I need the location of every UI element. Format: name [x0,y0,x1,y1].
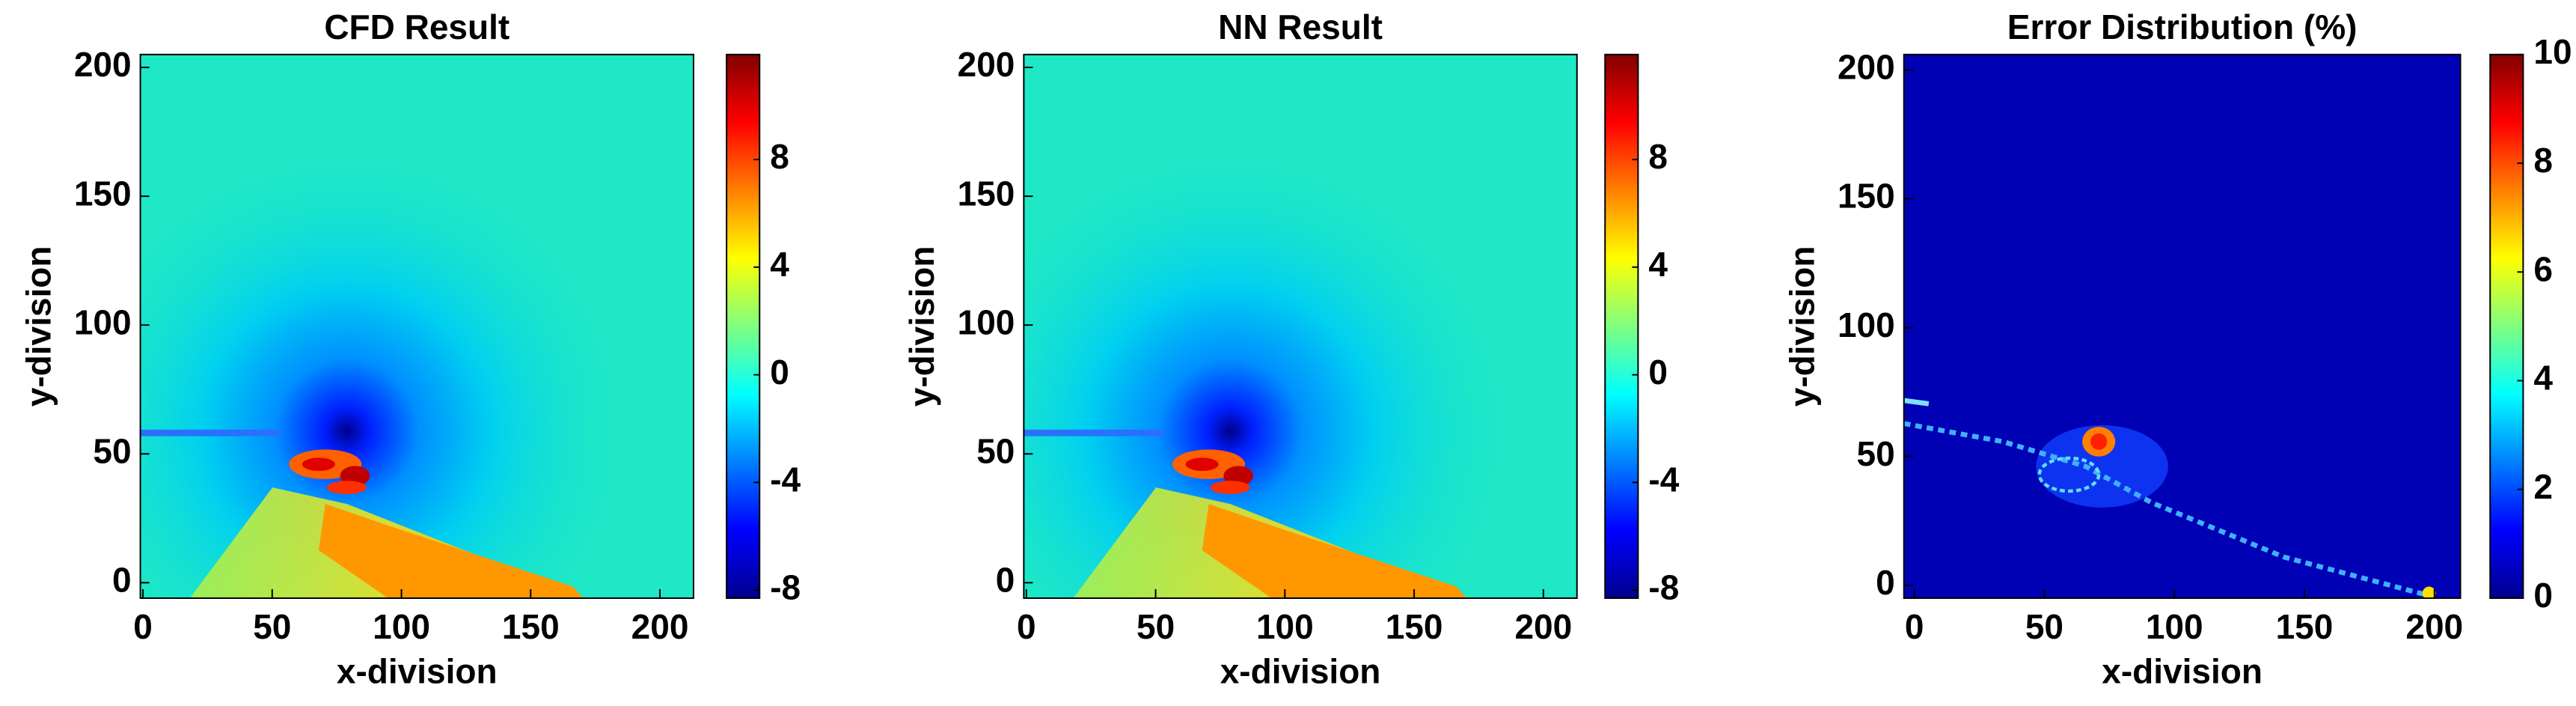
colorbar-tick-label: 0 [1648,353,1668,392]
x-tick-label: 0 [133,607,153,646]
x-tick-label: 200 [2405,607,2463,646]
y-tick-label: 200 [1838,48,1895,87]
colorbar-tick-label: 0 [770,353,789,392]
y-tick-label: 100 [74,302,132,341]
colorbar-tick-label: 10 [2533,32,2572,71]
colorbar-tick-label: -8 [1648,567,1679,606]
colorbar-tick-label: 8 [2533,141,2553,180]
colorbar-tick-label: -8 [770,567,801,606]
y-tick-label: 100 [958,302,1015,341]
x-tick-label: 150 [2276,607,2334,646]
field-image [1024,54,1577,598]
x-tick-label: 200 [1514,607,1572,646]
plot-frame [1023,53,1578,599]
colorbar-tick-label: 8 [1648,137,1668,176]
plot-frame [139,53,694,599]
x-tick-label: 150 [502,607,560,646]
colorbar-tick-label: 8 [770,137,789,176]
y-axis-label: y-division [1782,246,1821,407]
heatmap-field [140,54,694,598]
y-tick-label: 150 [958,174,1015,213]
y-tick-label: 200 [958,45,1015,84]
colorbar-tick-label: 6 [2533,249,2553,288]
field-image [1904,55,2461,600]
field-image [140,54,694,598]
y-tick-label: 200 [74,45,132,84]
y-axis-label: y-division [902,246,941,407]
y-tick-label: 150 [1838,177,1895,216]
chart-title: CFD Result [324,7,510,46]
colorbar-tick-label: 4 [2533,359,2553,398]
x-tick-label: 150 [1386,607,1443,646]
y-tick-label: 50 [93,431,131,470]
y-tick-label: 50 [976,431,1015,470]
x-tick-label: 100 [1256,607,1314,646]
y-tick-label: 0 [112,560,132,599]
chart-title: Error Distribution (%) [2007,7,2358,46]
x-axis-label: x-division [337,652,498,691]
colorbar-tick-label: 0 [2533,576,2553,615]
heatmap-field [1904,55,2461,600]
x-tick-label: 200 [631,607,689,646]
colorbar [2489,53,2524,599]
heatmap-field [1024,54,1577,598]
x-tick-label: 0 [1905,607,1924,646]
y-tick-label: 150 [74,174,132,213]
colorbar-tick-label: -4 [1648,460,1679,499]
colorbar-tick-label: -4 [770,460,801,499]
colorbar [1604,53,1639,599]
x-tick-label: 50 [1136,607,1175,646]
x-axis-label: x-division [1220,652,1381,691]
x-tick-label: 100 [2146,607,2203,646]
colorbar-tick-label: 2 [2533,467,2553,506]
colorbar-tick-label: 4 [770,245,789,284]
y-tick-label: 50 [1857,434,1895,473]
plot-frame [1903,53,2462,599]
x-tick-label: 100 [373,607,430,646]
x-tick-label: 50 [2025,607,2063,646]
colorbar-tick-label: 4 [1648,245,1668,284]
y-tick-label: 100 [1838,305,1895,344]
y-tick-label: 0 [996,560,1015,599]
x-axis-label: x-division [2102,652,2263,691]
x-tick-label: 0 [1017,607,1036,646]
chart-title: NN Result [1218,7,1383,46]
x-tick-label: 50 [253,607,291,646]
y-tick-label: 0 [1876,563,1895,602]
y-axis-label: y-division [19,246,58,407]
colorbar [726,53,761,599]
